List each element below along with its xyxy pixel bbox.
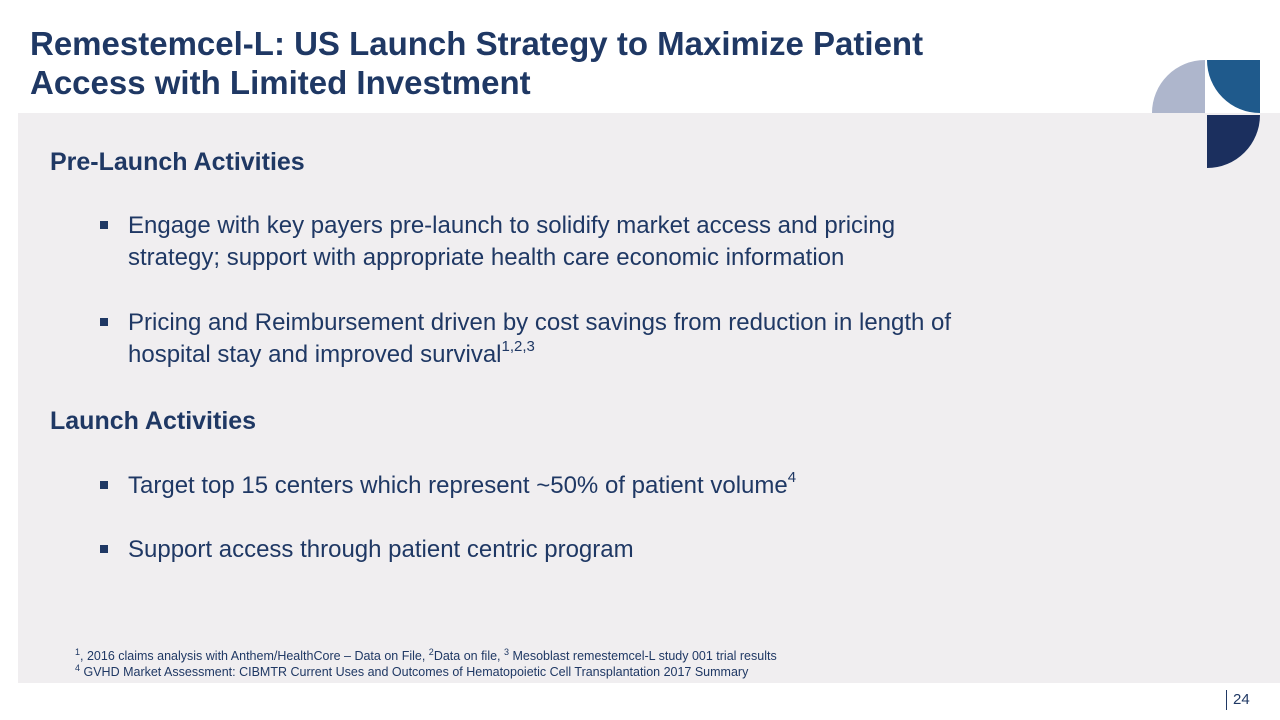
- footnote-text: , 2016 claims analysis with Anthem/Healt…: [80, 649, 429, 663]
- footnote-marker: 3: [504, 646, 510, 657]
- section-heading-pre-launch: Pre-Launch Activities: [50, 148, 305, 176]
- logo-light-quarter: [1152, 60, 1205, 113]
- title-line-2: Access with Limited Investment: [30, 64, 531, 101]
- bullet-text: Target top 15 centers which represent ~5…: [128, 472, 788, 499]
- square-bullet-icon: [100, 545, 108, 553]
- footnote-text: GVHD Market Assessment: CIBMTR Current U…: [80, 665, 749, 679]
- citation-superscript: 1,2,3: [501, 338, 535, 355]
- footnote-text: Mesoblast remestemcel-L study 001 trial …: [509, 649, 777, 663]
- bullet-text: Support access through patient centric p…: [128, 536, 634, 563]
- mesoblast-logo-icon: [1152, 60, 1260, 168]
- bullet-item-target-centers: Target top 15 centers which represent ~5…: [100, 469, 1078, 502]
- bullet-text-line-1: Pricing and Reimbursement driven by cost…: [128, 309, 952, 336]
- footnote-marker: 1: [75, 646, 81, 657]
- bullet-item-payers: Engage with key payers pre-launch to sol…: [100, 210, 1078, 274]
- content-panel: [18, 113, 1280, 683]
- bullet-text-line-2: strategy; support with appropriate healt…: [128, 244, 845, 271]
- page-number: 24: [1233, 691, 1250, 708]
- bullet-item-support-access: Support access through patient centric p…: [100, 534, 1078, 566]
- logo-dark-quarter: [1207, 115, 1260, 168]
- logo-mid-quarter: [1207, 60, 1260, 113]
- bullet-text-line-1: Engage with key payers pre-launch to sol…: [128, 212, 896, 239]
- footnote-line-2: 4 GVHD Market Assessment: CIBMTR Current…: [75, 662, 777, 680]
- footnote-marker: 4: [75, 662, 81, 673]
- square-bullet-icon: [100, 221, 108, 229]
- footnote-text: Data on file,: [433, 649, 504, 663]
- square-bullet-icon: [100, 318, 108, 326]
- footnotes: 1, 2016 claims analysis with Anthem/Heal…: [75, 646, 777, 680]
- footnote-line-1: 1, 2016 claims analysis with Anthem/Heal…: [75, 646, 777, 664]
- title-line-1: Remestemcel-L: US Launch Strategy to Max…: [30, 25, 924, 62]
- slide-title: Remestemcel-L: US Launch Strategy to Max…: [30, 24, 1110, 102]
- citation-superscript: 4: [787, 469, 797, 486]
- page-number-divider: [1226, 690, 1227, 710]
- footnote-marker: 2: [428, 646, 434, 657]
- bullet-text-line-2: hospital stay and improved survival: [128, 341, 502, 368]
- square-bullet-icon: [100, 481, 108, 489]
- section-heading-launch: Launch Activities: [50, 407, 257, 435]
- bullet-item-pricing: Pricing and Reimbursement driven by cost…: [100, 307, 1078, 371]
